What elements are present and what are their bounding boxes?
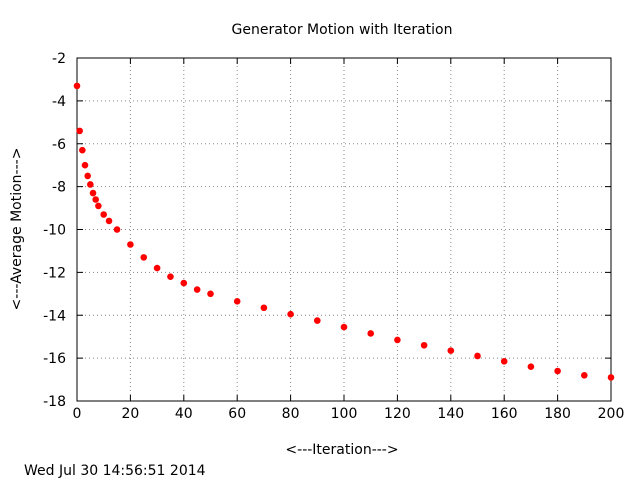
- data-point: [92, 196, 99, 203]
- data-point: [153, 264, 161, 272]
- y-tick-label: -14: [43, 308, 66, 324]
- data-point: [420, 341, 428, 349]
- data-point: [447, 347, 455, 354]
- x-tick-label: 60: [228, 406, 246, 422]
- data-point: [180, 279, 188, 287]
- data-point: [500, 358, 508, 365]
- data-point: [607, 374, 615, 381]
- x-tick-label: 40: [175, 406, 193, 422]
- y-tick-label: -12: [43, 265, 66, 281]
- x-tick-label: 80: [282, 406, 300, 422]
- y-tick-label: -4: [52, 94, 66, 110]
- x-tick-label: 140: [437, 406, 464, 422]
- data-point: [79, 146, 86, 154]
- x-tick-label: 20: [121, 406, 139, 422]
- chart-title: Generator Motion with Iteration: [232, 22, 453, 38]
- y-tick-label: -18: [43, 394, 66, 410]
- y-tick-label: -8: [52, 180, 66, 196]
- y-tick-label: -10: [43, 223, 66, 239]
- data-point: [84, 172, 91, 180]
- grid: [77, 58, 611, 401]
- data-point: [193, 286, 201, 293]
- data-point: [140, 254, 148, 261]
- data-point: [207, 290, 214, 298]
- y-tick-label: -16: [43, 351, 66, 367]
- axis-ticks: 0 20 40 60 80 100 120 140 160 180 200 -2 -4 -6 -8 -10 -1…: [43, 51, 624, 422]
- data-point: [87, 181, 94, 188]
- data-point: [367, 330, 375, 337]
- data-point: [113, 226, 121, 233]
- data-point: [340, 323, 348, 331]
- data-point: [105, 217, 113, 225]
- y-tick-label: -6: [52, 137, 66, 153]
- data-point: [167, 273, 174, 280]
- data-point: [127, 241, 134, 248]
- x-tick-label: 200: [598, 406, 625, 422]
- data-point: [89, 189, 97, 197]
- data-point: [474, 352, 481, 360]
- data-point: [581, 371, 588, 379]
- x-tick-label: 100: [331, 406, 358, 422]
- y-axis-label: <---Average Motion--->: [9, 148, 25, 311]
- x-tick-label: 160: [491, 406, 518, 422]
- data-points: [73, 82, 615, 381]
- data-point: [76, 127, 83, 135]
- x-tick-label: 120: [384, 406, 411, 422]
- data-point: [394, 336, 401, 344]
- data-point: [233, 298, 241, 305]
- data-point: [100, 211, 107, 218]
- data-point: [73, 82, 81, 90]
- data-point: [527, 363, 535, 371]
- y-tick-label: -2: [52, 51, 66, 67]
- timestamp: Wed Jul 30 14:56:51 2014: [24, 463, 206, 479]
- x-axis-label: <---Iteration--->: [285, 442, 398, 458]
- data-point: [81, 161, 89, 169]
- data-point: [95, 202, 102, 210]
- data-point: [554, 367, 561, 375]
- data-point: [260, 304, 268, 312]
- x-tick-label: 0: [73, 406, 82, 422]
- x-tick-label: 180: [544, 406, 571, 422]
- data-point: [287, 310, 294, 318]
- data-point: [314, 317, 321, 324]
- plot-frame: [76, 57, 612, 402]
